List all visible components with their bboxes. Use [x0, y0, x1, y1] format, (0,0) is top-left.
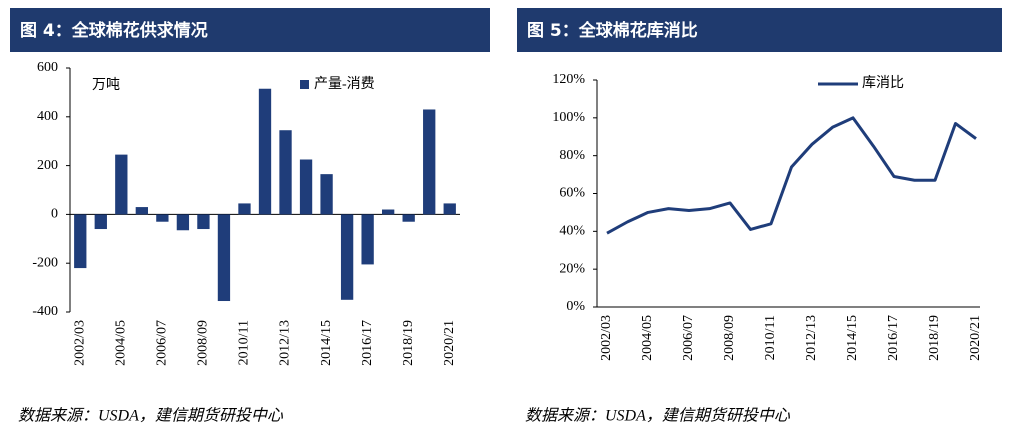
bar	[135, 207, 148, 215]
x-tick-label: 2016/17	[360, 320, 375, 366]
legend-label: 库消比	[862, 75, 904, 91]
x-tick-label: 2018/19	[927, 315, 942, 361]
x-tick-label: 2018/19	[401, 320, 416, 366]
bar	[115, 154, 128, 215]
chart-title: 图 5：全球棉花库消比	[527, 20, 698, 41]
x-tick-label: 2008/09	[196, 320, 211, 366]
bar	[279, 130, 292, 215]
y-tick-label: 80%	[559, 148, 585, 163]
bar	[382, 209, 395, 215]
y-tick-label: 400	[37, 109, 58, 124]
x-tick-label: 2004/05	[640, 315, 655, 361]
source-note: 数据来源：USDA，建信期货研投中心	[525, 407, 791, 425]
legend-label: 产量-消费	[314, 76, 375, 92]
legend-swatch	[300, 80, 309, 89]
bar	[258, 88, 272, 215]
bar	[320, 174, 333, 215]
y-tick-label: 600	[37, 60, 58, 75]
bar	[402, 214, 415, 222]
bar	[176, 214, 190, 231]
x-tick-label: 2014/15	[319, 320, 334, 366]
bar	[156, 214, 169, 222]
bar	[443, 203, 456, 215]
y-tick-label: 40%	[559, 224, 585, 239]
x-tick-label: 2002/03	[72, 320, 87, 366]
bar	[197, 214, 210, 230]
chart-title: 图 4：全球棉花供求情况	[20, 20, 208, 41]
bar	[94, 214, 107, 230]
y-tick-label: 20%	[559, 261, 585, 276]
x-tick-label: 2010/11	[763, 315, 778, 360]
x-tick-label: 2020/21	[968, 315, 983, 361]
y-tick-label: 120%	[552, 72, 585, 87]
x-tick-label: 2006/07	[681, 315, 696, 361]
x-tick-label: 2014/15	[845, 315, 860, 361]
header-band	[10, 8, 490, 52]
x-tick-label: 2002/03	[599, 315, 614, 361]
y-tick-label: 0%	[566, 299, 585, 314]
x-tick-label: 2010/11	[237, 320, 252, 365]
bar	[423, 109, 436, 215]
x-tick-label: 2016/17	[886, 315, 901, 361]
y-tick-label: 200	[37, 158, 58, 173]
x-tick-label: 2012/13	[278, 320, 293, 366]
bar	[299, 159, 313, 215]
bar	[217, 214, 231, 302]
x-tick-label: 2020/21	[442, 320, 457, 366]
source-note: 数据来源：USDA，建信期货研投中心	[18, 407, 284, 425]
bar	[74, 214, 87, 269]
y-tick-label: 60%	[559, 186, 585, 201]
y-tick-label: 100%	[552, 110, 585, 125]
unit-label: 万吨	[92, 77, 120, 93]
x-tick-label: 2006/07	[155, 320, 170, 366]
y-tick-label: -400	[32, 304, 58, 319]
x-tick-label: 2004/05	[114, 320, 129, 366]
line	[606, 116, 977, 235]
header-band	[517, 8, 1002, 52]
bar	[340, 214, 354, 300]
y-tick-label: -200	[32, 255, 58, 270]
bar	[238, 203, 251, 215]
y-tick-label: 0	[51, 207, 58, 222]
x-tick-label: 2008/09	[722, 315, 737, 361]
bar	[361, 214, 374, 265]
x-tick-label: 2012/13	[804, 315, 819, 361]
